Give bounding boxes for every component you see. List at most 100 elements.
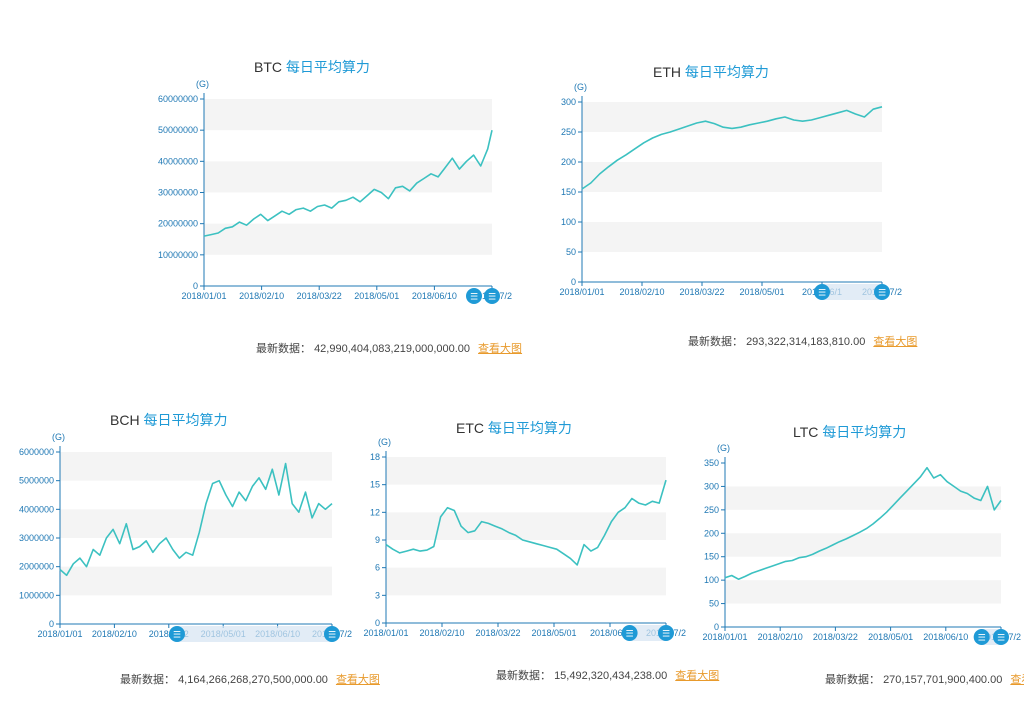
- handle-circle[interactable]: [993, 629, 1009, 645]
- y-tick-label: 50000000: [158, 125, 198, 135]
- handle-icon: ☰: [173, 630, 181, 640]
- handle-circle[interactable]: [466, 288, 482, 304]
- chart-title-coin: ETC: [456, 420, 488, 436]
- x-tick-label: 2018/05/01: [531, 628, 576, 638]
- y-tick-label: 50: [566, 247, 576, 257]
- eth-chart-panel: ETH 每日平均算力 (G) 0 50 100 150 200 250 300 2018/01/0…: [530, 60, 930, 350]
- y-tick-label: 150: [704, 552, 719, 562]
- latest-data-label: 最新数据：: [496, 670, 551, 682]
- y-tick-label: 4000000: [19, 504, 54, 514]
- view-large-link[interactable]: 查看大图: [335, 674, 380, 686]
- y-axis-unit: (G): [52, 432, 65, 442]
- view-large-link[interactable]: 查看大图: [1010, 674, 1024, 686]
- x-tick-label: 2018/06/10: [923, 632, 968, 642]
- latest-data-label: 最新数据：: [256, 343, 311, 355]
- view-large-link[interactable]: 查看大图: [478, 343, 523, 355]
- chart-title: ETC 每日平均算力: [456, 418, 572, 438]
- zoom-selection: [629, 625, 666, 641]
- etc-chart-panel: ETC 每日平均算力 (G) 0 3 6 9 12 15 18 2018/01/01 2018/02…: [360, 416, 719, 686]
- zoom-handle-start[interactable]: ☰: [168, 626, 185, 642]
- y-tick-label: 200: [561, 157, 576, 167]
- chart-canvas: (G) 0 50 100 150 200 250 300 2018/01/01 2018/02/1…: [559, 82, 902, 300]
- chart-canvas: (G) 0 50 100 150 200 250 300 350 2018/01/01 2018/0…: [702, 443, 1021, 645]
- y-tick-label: 150: [561, 187, 576, 197]
- x-tick-label: 2018/01/01: [37, 629, 82, 639]
- zoom-handle-start[interactable]: ☰: [466, 288, 482, 304]
- latest-data-value: 270,157,701,900,400.00: [883, 674, 1003, 686]
- chart-title-coin: BTC: [254, 59, 286, 75]
- handle-icon: ☰: [978, 633, 986, 643]
- handle-circle[interactable]: [324, 626, 340, 642]
- view-large-link[interactable]: 查看大图: [873, 336, 918, 348]
- y-tick-label: 15: [370, 480, 380, 490]
- latest-data-value: 42,990,404,083,219,000,000.00: [314, 343, 471, 355]
- y-tick-label: 0: [714, 622, 719, 632]
- y-tick-label: 18: [370, 452, 380, 462]
- handle-icon: ☰: [818, 288, 826, 298]
- y-tick-label: 250: [704, 505, 719, 515]
- zoom-handle-end[interactable]: ☰: [324, 626, 340, 642]
- zoom-handle-start[interactable]: ☰: [621, 625, 638, 641]
- handle-circle[interactable]: [814, 284, 830, 300]
- grid-band: [582, 102, 882, 132]
- zoom-handle-end[interactable]: ☰: [658, 625, 674, 641]
- chart-title: BCH 每日平均算力: [110, 410, 227, 430]
- zoom-selection: [822, 284, 882, 300]
- latest-data-label: 最新数据：: [688, 336, 743, 348]
- handle-icon: ☰: [488, 292, 496, 302]
- zoom-handle-start[interactable]: ☰: [973, 629, 990, 645]
- y-axis-unit: (G): [196, 79, 209, 89]
- handle-icon: ☰: [878, 288, 886, 298]
- chart-title: ETH 每日平均算力: [653, 62, 769, 82]
- zoom-handle-end[interactable]: ☰: [484, 288, 500, 304]
- latest-data-value: 15,492,320,434,238.00: [554, 670, 668, 682]
- y-tick-label: 200: [704, 528, 719, 538]
- grid-band: [582, 162, 882, 192]
- zoom-handle-end[interactable]: ☰: [993, 629, 1009, 645]
- y-tick-label: 100: [704, 575, 719, 585]
- grid-band: [204, 161, 492, 193]
- latest-data-value: 4,164,266,268,270,500,000.00: [178, 674, 328, 686]
- latest-data-label: 最新数据：: [120, 674, 175, 686]
- grid-band: [204, 223, 492, 255]
- x-tick-label: 2018/05/01: [739, 287, 784, 297]
- y-tick-label: 30000000: [158, 188, 198, 198]
- handle-circle[interactable]: [621, 625, 638, 641]
- y-tick-label: 60000000: [158, 94, 198, 104]
- handle-circle[interactable]: [874, 284, 890, 300]
- y-tick-label: 350: [704, 458, 719, 468]
- series-line: [385, 479, 667, 566]
- handle-circle[interactable]: [168, 626, 185, 642]
- chart-title-suffix: 每日平均算力: [822, 424, 907, 440]
- zoom-handle-start[interactable]: ☰: [814, 284, 830, 300]
- latest-data: 最新数据： 293,322,314,183,810.00 查看大图: [688, 333, 917, 349]
- view-large-link[interactable]: 查看大图: [675, 670, 720, 682]
- series-line: [581, 106, 883, 190]
- y-tick-label: 0: [49, 619, 54, 629]
- chart-title-coin: ETH: [653, 64, 685, 80]
- y-tick-label: 20000000: [158, 219, 198, 229]
- handle-icon: ☰: [328, 630, 336, 640]
- latest-data: 最新数据： 270,157,701,900,400.00 查看大图: [825, 671, 1024, 687]
- grid-band: [386, 457, 666, 485]
- handle-circle[interactable]: [484, 288, 500, 304]
- grid-band: [60, 509, 332, 538]
- handle-icon: ☰: [626, 629, 634, 639]
- grid-band: [582, 222, 882, 252]
- handle-icon: ☰: [997, 633, 1005, 643]
- handle-circle[interactable]: [973, 629, 990, 645]
- zoom-handle-end[interactable]: ☰: [874, 284, 890, 300]
- grid-band: [725, 486, 1001, 510]
- x-tick-label: 2018/06/1: [590, 628, 630, 638]
- handle-icon: ☰: [470, 292, 478, 302]
- chart-title-suffix: 每日平均算力: [285, 59, 370, 75]
- chart-canvas: (G) 0 10000000 20000000 30000000 40000000 5000…: [158, 79, 512, 304]
- zoom-selection: [176, 626, 332, 642]
- y-tick-label: 0: [571, 277, 576, 287]
- grid-band: [725, 580, 1001, 604]
- y-tick-label: 300: [561, 97, 576, 107]
- handle-circle[interactable]: [658, 625, 674, 641]
- latest-data: 最新数据： 4,164,266,268,270,500,000.00 查看大图: [120, 671, 380, 687]
- y-axis-unit: (G): [717, 443, 730, 453]
- bch-chart-panel: BCH 每日平均算力 (G) 0 1000000 2000000 3000000 40000…: [12, 408, 380, 688]
